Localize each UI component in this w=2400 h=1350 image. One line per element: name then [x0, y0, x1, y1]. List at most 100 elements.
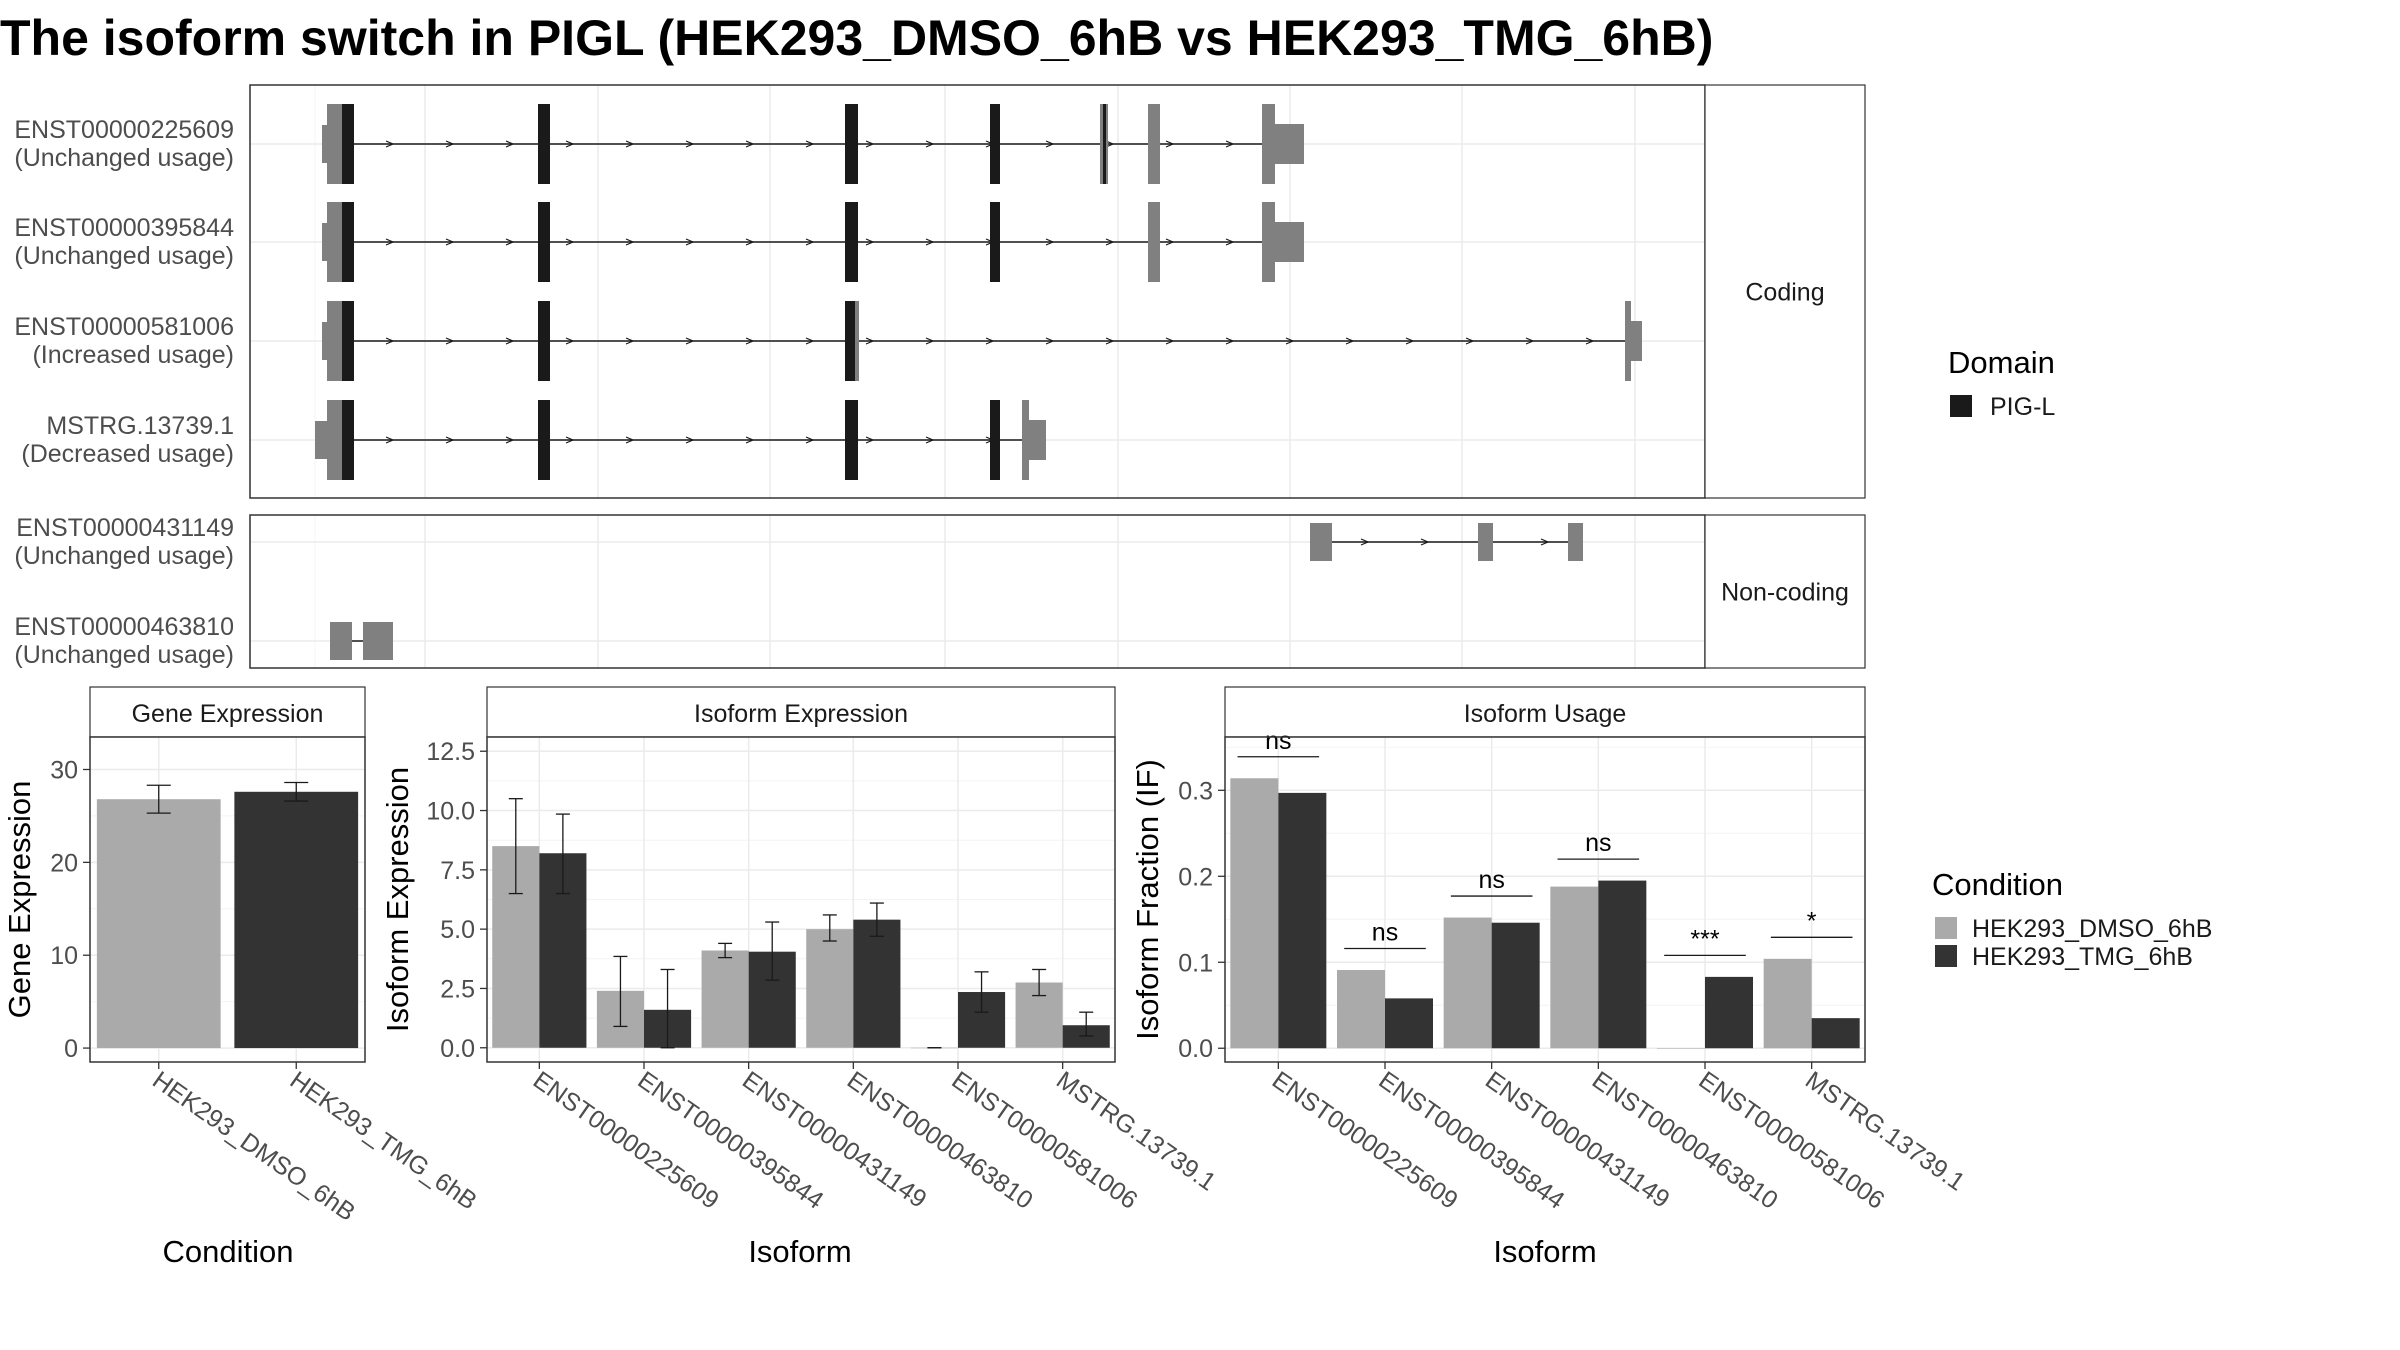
isoform-expression-xtick-label: ENST00000463810 — [842, 1066, 1038, 1215]
track-ENST00000581006-arrow — [1285, 337, 1295, 345]
track-MSTRG.13739.1-arrow — [445, 436, 455, 444]
gene-expression-bar — [96, 799, 221, 1049]
track-ENST00000225609-arrow — [445, 140, 455, 148]
track-ENST00000225609-domain — [538, 104, 550, 184]
isoform-usage-panel-bg — [1225, 737, 1865, 1062]
track-ENST00000581006-arrow — [925, 337, 935, 345]
noncoding-strip-label: Non-coding — [1721, 579, 1849, 607]
track-ENST00000581006-arrow — [1045, 337, 1055, 345]
track-ENST00000431149-exon — [1478, 523, 1493, 561]
track-ENST00000395844-arrow — [865, 238, 875, 246]
track-ENST00000225609-arrow — [1105, 140, 1115, 148]
track-MSTRG.13739.1-exon — [1022, 400, 1029, 480]
track-label-usage: (Increased usage) — [32, 341, 234, 369]
isoform-usage-significance-label: ns — [1265, 727, 1291, 755]
track-ENST00000463810-exon — [363, 622, 393, 660]
track-ENST00000225609-domain — [342, 104, 354, 184]
isoform-expression-title: Isoform Expression — [694, 700, 908, 728]
track-ENST00000225609-arrow — [505, 140, 515, 148]
track-MSTRG.13739.1-domain — [342, 400, 354, 480]
isoform-usage-xtick-label: ENST00000395844 — [1374, 1066, 1570, 1215]
track-ENST00000431149-arrow — [1360, 538, 1370, 546]
track-MSTRG.13739.1-arrow — [565, 436, 575, 444]
gene-expression-ytick-label: 10 — [50, 942, 78, 970]
track-ENST00000581006-arrow — [745, 337, 755, 345]
track-ENST00000225609-arrow — [625, 140, 635, 148]
track-ENST00000395844-arrow — [565, 238, 575, 246]
isoform-usage-xtick-label: ENST00000463810 — [1587, 1066, 1783, 1215]
track-ENST00000581006-arrow — [565, 337, 575, 345]
isoform-usage-bar — [1230, 778, 1279, 1049]
isoform-usage-bar — [1657, 1048, 1705, 1049]
track-label-id: ENST00000581006 — [14, 313, 234, 341]
track-ENST00000463810-exon — [330, 622, 352, 660]
isoform-usage-significance-label: *** — [1690, 925, 1719, 953]
track-ENST00000395844-arrow — [745, 238, 755, 246]
isoform-expression-ytick-label: 12.5 — [426, 738, 475, 766]
track-ENST00000581006-arrow — [505, 337, 515, 345]
track-ENST00000395844-arrow — [1225, 238, 1235, 246]
isoform-usage-panel-border — [1224, 736, 1866, 1063]
isoform-usage-significance-label: ns — [1585, 829, 1611, 857]
track-ENST00000581006-arrow — [1405, 337, 1415, 345]
isoform-expression-bar — [701, 950, 749, 1048]
isoform-expression-ytick-label: 7.5 — [440, 857, 475, 885]
isoform-expression-xtick-label: ENST00000395844 — [633, 1066, 829, 1215]
track-MSTRG.13739.1-arrow — [865, 436, 875, 444]
track-ENST00000581006-domain — [845, 301, 855, 381]
track-MSTRG.13739.1-arrow — [745, 436, 755, 444]
track-ENST00000395844-domain — [845, 202, 858, 282]
track-MSTRG.13739.1-domain — [538, 400, 550, 480]
track-ENST00000225609-arrow — [745, 140, 755, 148]
isoform-usage-strip — [1224, 686, 1866, 738]
figure-title: The isoform switch in PIGL (HEK293_DMSO_… — [0, 10, 1713, 66]
isoform-usage-bar — [1278, 792, 1327, 1049]
isoform-expression-panel-border — [486, 736, 1116, 1063]
isoform-usage-ytick-label: 0.1 — [1178, 949, 1213, 977]
gene-expression-ytick-label: 20 — [50, 849, 78, 877]
condition-legend-swatch — [1935, 945, 1957, 967]
isoform-usage-bar — [1763, 958, 1812, 1049]
condition-legend-title: Condition — [1932, 867, 2063, 902]
track-ENST00000581006-arrow — [1465, 337, 1475, 345]
track-label-id: MSTRG.13739.1 — [46, 412, 234, 440]
track-label-id: ENST00000395844 — [14, 214, 234, 242]
track-ENST00000225609-arrow — [1165, 140, 1175, 148]
track-ENST00000395844-arrow — [1165, 238, 1175, 246]
isoform-expression-bar — [806, 929, 854, 1048]
gene-expression-ytick-label: 30 — [50, 757, 78, 785]
isoform-usage-bar — [1705, 976, 1753, 1049]
track-ENST00000581006-arrow — [625, 337, 635, 345]
track-ENST00000395844-domain — [342, 202, 354, 282]
track-ENST00000225609-arrow — [805, 140, 815, 148]
track-ENST00000395844-arrow — [1045, 238, 1055, 246]
track-ENST00000581006-arrow — [865, 337, 875, 345]
isoform-usage-xtick-label: ENST00000431149 — [1480, 1066, 1674, 1214]
track-label-usage: (Unchanged usage) — [14, 641, 234, 669]
track-ENST00000395844-exon — [1148, 202, 1160, 282]
track-ENST00000395844-utr — [1274, 222, 1304, 262]
gene-expression-strip — [89, 686, 366, 738]
track-ENST00000225609-arrow — [865, 140, 875, 148]
track-ENST00000225609-domain — [845, 104, 858, 184]
gene-expression-xlabel: Condition — [163, 1234, 294, 1269]
track-ENST00000431149-arrow — [1420, 538, 1430, 546]
isoform-expression-xlabel: Isoform — [748, 1234, 851, 1269]
track-ENST00000225609-exon — [1148, 104, 1160, 184]
track-ENST00000395844-arrow — [805, 238, 815, 246]
track-MSTRG.13739.1-exon — [327, 400, 342, 480]
isoform-usage-bar — [1598, 880, 1647, 1049]
track-ENST00000431149-arrow — [1540, 538, 1550, 546]
track-ENST00000581006-domain — [342, 301, 354, 381]
track-ENST00000225609-domain — [990, 104, 1000, 184]
track-ENST00000581006-arrow — [1165, 337, 1175, 345]
gene-expression-ylabel: Gene Expression — [2, 781, 37, 1019]
track-ENST00000581006-arrow — [805, 337, 815, 345]
condition-legend-label: HEK293_DMSO_6hB — [1972, 915, 2212, 943]
track-label-usage: (Decreased usage) — [21, 440, 234, 468]
track-ENST00000581006-exon — [327, 301, 342, 381]
track-ENST00000395844-arrow — [685, 238, 695, 246]
track-ENST00000225609-arrow — [565, 140, 575, 148]
isoform-usage-ytick-label: 0.0 — [1178, 1035, 1213, 1063]
track-ENST00000431149-exon — [1568, 523, 1583, 561]
